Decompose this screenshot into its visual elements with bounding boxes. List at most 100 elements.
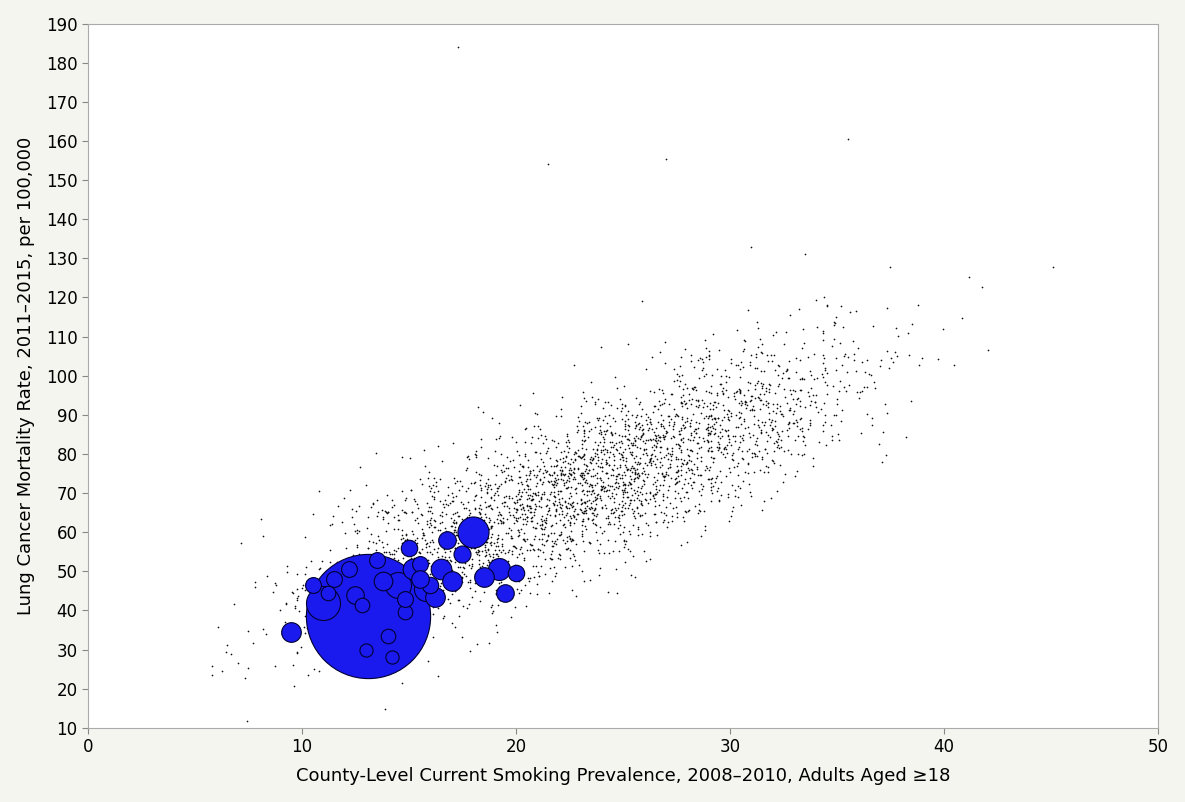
Point xyxy=(581,537,600,549)
Point xyxy=(815,291,834,304)
Point xyxy=(709,441,728,454)
Point xyxy=(589,392,608,405)
Point xyxy=(526,529,545,542)
Point xyxy=(572,471,591,484)
Point xyxy=(642,456,661,469)
Point xyxy=(374,546,393,559)
Point xyxy=(527,476,546,489)
Point xyxy=(615,482,634,495)
Point xyxy=(666,477,685,490)
Point xyxy=(607,461,626,474)
Point xyxy=(545,435,564,448)
Point xyxy=(743,403,762,415)
Point xyxy=(546,474,565,487)
Point xyxy=(579,425,598,438)
Point xyxy=(779,417,798,430)
Point xyxy=(690,398,709,411)
Point xyxy=(552,403,571,415)
Point xyxy=(583,470,602,483)
Point xyxy=(688,436,707,449)
Point xyxy=(617,463,636,476)
Point xyxy=(643,490,662,503)
Point xyxy=(446,541,465,554)
Point xyxy=(491,429,510,442)
Point xyxy=(648,415,667,428)
Point xyxy=(606,371,624,384)
Point xyxy=(633,423,652,436)
Point xyxy=(378,489,397,502)
Point xyxy=(679,504,698,516)
Point xyxy=(561,519,579,532)
Point xyxy=(723,447,742,460)
Point xyxy=(462,527,481,540)
Point xyxy=(305,663,324,676)
Point xyxy=(707,484,726,497)
Point xyxy=(822,340,841,353)
Point xyxy=(549,488,568,500)
Point xyxy=(659,397,678,410)
Point xyxy=(293,579,312,592)
Point xyxy=(686,394,705,407)
Point xyxy=(792,411,811,424)
Point xyxy=(815,408,834,421)
Point xyxy=(831,300,850,313)
Point xyxy=(655,431,674,444)
Point xyxy=(704,427,723,440)
Point xyxy=(665,484,684,497)
Point xyxy=(730,383,749,395)
Point xyxy=(513,533,532,545)
Point xyxy=(383,651,402,664)
Point xyxy=(351,460,370,473)
Point xyxy=(545,465,564,478)
Point xyxy=(397,534,416,547)
Point xyxy=(374,580,393,593)
Point xyxy=(487,512,506,525)
Point xyxy=(273,627,292,640)
Point xyxy=(621,478,640,491)
Point xyxy=(565,472,584,485)
Point xyxy=(613,469,632,482)
Point xyxy=(574,535,592,548)
Point xyxy=(442,564,461,577)
Point xyxy=(338,592,357,605)
Point xyxy=(603,468,622,481)
Point xyxy=(500,473,519,486)
Point xyxy=(656,424,675,437)
Point xyxy=(385,597,404,610)
Point xyxy=(577,523,596,536)
Point xyxy=(840,306,859,318)
Point xyxy=(288,567,307,580)
Point xyxy=(372,554,391,567)
Point xyxy=(546,410,565,423)
Point xyxy=(672,351,691,364)
Point xyxy=(562,535,581,548)
Point xyxy=(498,450,517,463)
Point xyxy=(606,427,624,439)
Point xyxy=(709,481,728,494)
Point xyxy=(403,597,422,610)
Point xyxy=(532,533,551,546)
Point xyxy=(448,505,467,518)
Point xyxy=(514,504,533,516)
Point xyxy=(652,452,671,464)
Point xyxy=(585,491,604,504)
Point xyxy=(563,500,582,512)
Point xyxy=(610,480,629,492)
Point xyxy=(758,400,777,413)
Point xyxy=(481,536,500,549)
Point xyxy=(653,515,672,528)
Point xyxy=(536,463,555,476)
Point xyxy=(632,419,651,431)
Point xyxy=(585,420,604,433)
Point xyxy=(383,579,402,592)
Point xyxy=(282,622,301,635)
Point xyxy=(575,475,594,488)
Point xyxy=(556,521,575,534)
Point xyxy=(729,468,748,481)
Point xyxy=(469,502,488,515)
Point xyxy=(667,465,686,478)
Point xyxy=(374,559,393,572)
Point xyxy=(433,529,451,542)
Point xyxy=(433,455,451,468)
Point xyxy=(557,451,576,464)
